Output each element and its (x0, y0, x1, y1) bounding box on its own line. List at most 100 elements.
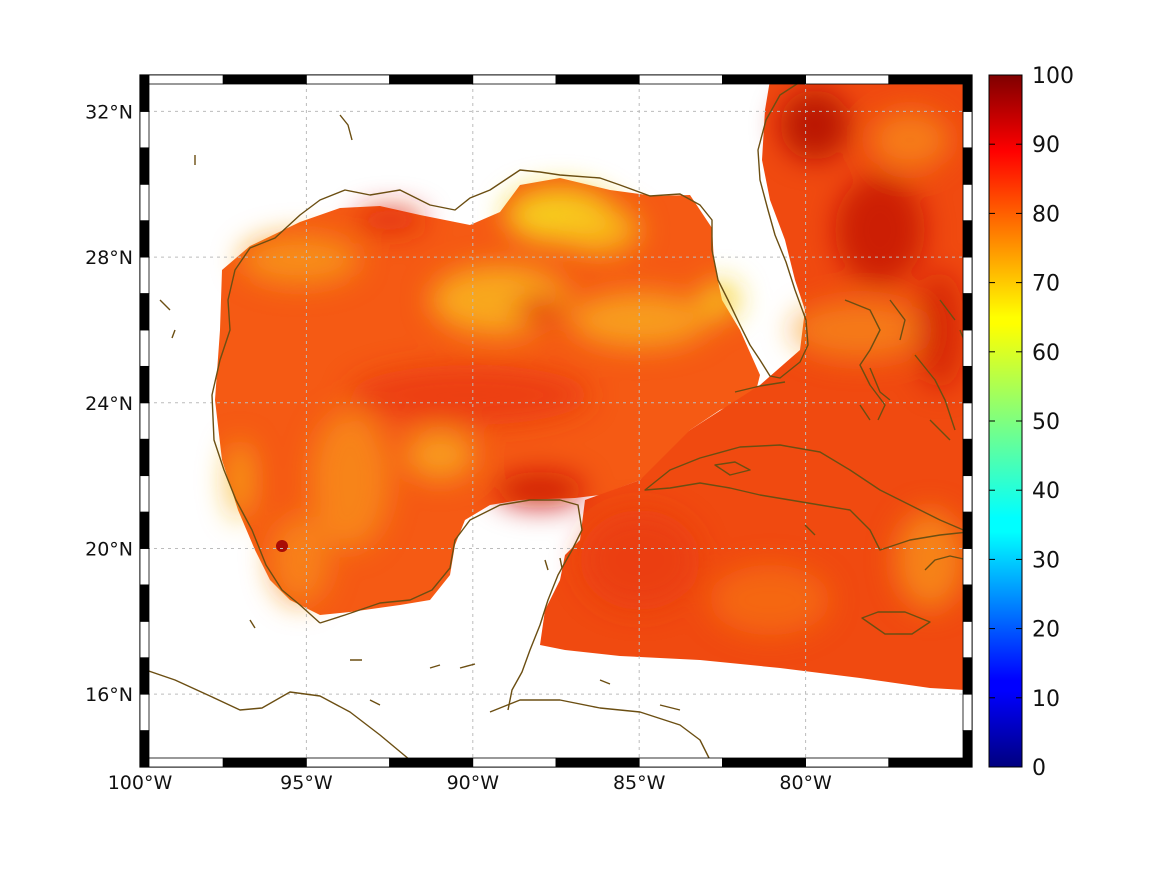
frame-left-seg (139, 657, 150, 695)
frame-left-seg (139, 74, 150, 112)
frame-right-seg (962, 365, 973, 404)
x-tick-label-2: 90°W (447, 772, 500, 794)
frame-left-seg (139, 293, 150, 331)
colorbar-tick-label-9: 90 (1032, 133, 1060, 158)
frame-right-seg (962, 584, 973, 622)
frame-top-seg (139, 74, 224, 85)
frame-right-seg (962, 147, 973, 185)
coastline-isla-juventud (714, 461, 751, 476)
frame-bottom-seg (555, 757, 640, 768)
field-variations (226, 90, 965, 635)
frame-bottom-seg (722, 757, 807, 768)
frame-bottom-seg (888, 757, 973, 768)
frame-right-seg (962, 220, 973, 258)
frame-right-seg (962, 74, 973, 112)
x-tick-label-4: 80°W (779, 772, 832, 794)
map-frame (139, 74, 973, 768)
frame-left-seg (139, 730, 150, 768)
x-tick-label-1: 95°W (280, 772, 333, 794)
frame-left-seg (139, 402, 150, 440)
frame-top-seg (389, 74, 474, 85)
y-tick-label-0: 16°N (85, 684, 133, 706)
frame-left-seg (139, 620, 150, 659)
colorbar-tick-label-2: 20 (1032, 618, 1060, 643)
frame-right-seg (962, 438, 973, 477)
colorbar: 0 10 20 30 40 50 60 70 80 90 100 (988, 64, 1074, 781)
colorbar-tick-label-8: 80 (1032, 202, 1060, 227)
colorbar-tick-label-6: 60 (1032, 341, 1060, 366)
frame-left-seg (139, 438, 150, 477)
coastline-yucatan (319, 499, 583, 711)
y-tick-label-2: 24°N (85, 393, 133, 415)
frame-left-seg (139, 511, 150, 549)
coastline-cuba (644, 444, 969, 551)
frame-top-seg (638, 74, 723, 85)
graticule (140, 75, 972, 767)
frame-top-seg (805, 74, 890, 85)
frame-right-seg (962, 111, 973, 149)
data-field (215, 80, 965, 690)
frame-left-seg (139, 693, 150, 731)
frame-right-seg (962, 620, 973, 659)
coastline-gulf (211, 75, 816, 624)
colorbar-tick-label-4: 40 (1032, 479, 1060, 504)
y-tick-label-1: 20°N (85, 538, 133, 560)
frame-right-seg (962, 329, 973, 367)
frame-bottom-seg (305, 757, 390, 768)
frame-right-seg (962, 402, 973, 440)
frame-top-seg (222, 74, 307, 85)
frame-top-seg (888, 74, 973, 85)
frame-top-seg (472, 74, 557, 85)
frame-right-seg (962, 256, 973, 294)
colorbar-tick-label-10: 100 (1032, 64, 1074, 89)
coastline-honduras (489, 699, 711, 761)
coastline-florida-keys (734, 381, 786, 393)
colorbar-tick-label-1: 10 (1032, 687, 1060, 712)
frame-left-seg (139, 111, 150, 149)
frame-left-seg (139, 584, 150, 622)
frame-left-seg (139, 548, 150, 586)
x-tick-label-3: 85°W (613, 772, 666, 794)
field-hotspot (276, 540, 288, 552)
frame-left-seg (139, 147, 150, 185)
frame-top-seg (305, 74, 390, 85)
x-axis-labels: 100°W 95°W 90°W 85°W 80°W (108, 772, 832, 794)
frame-left-seg (139, 365, 150, 404)
frame-right-seg (962, 548, 973, 586)
frame-left-seg (139, 256, 150, 294)
y-tick-label-4: 32°N (85, 101, 133, 123)
frame-bottom-seg (389, 757, 474, 768)
frame-left-seg (139, 183, 150, 222)
frame-right-seg (962, 475, 973, 513)
frame-bottom-seg (638, 757, 723, 768)
colorbar-tick-label-3: 30 (1032, 548, 1060, 573)
frame-bottom-seg (472, 757, 557, 768)
frame-top-seg (722, 74, 807, 85)
frame-left-seg (139, 329, 150, 367)
colorbar-tick-label-7: 70 (1032, 272, 1060, 297)
frame-top-seg (555, 74, 640, 85)
coastline-hispaniola (924, 555, 969, 571)
coastlines (140, 75, 969, 767)
frame-bottom-seg (139, 757, 224, 768)
frame-right-seg (962, 183, 973, 222)
coastline-central-america (140, 667, 421, 767)
colorbar-tick-label-5: 50 (1032, 410, 1060, 435)
coastline-islands (159, 114, 816, 711)
colorbar-ticks: 0 10 20 30 40 50 60 70 80 90 100 (989, 64, 1074, 781)
frame-right-seg (962, 693, 973, 731)
frame-right-seg (962, 730, 973, 768)
x-tick-label-0: 100°W (108, 772, 173, 794)
colorbar-tick-label-0: 0 (1032, 756, 1046, 781)
frame-left-seg (139, 220, 150, 258)
frame-left-seg (139, 475, 150, 513)
y-tick-label-3: 28°N (85, 247, 133, 269)
frame-right-seg (962, 293, 973, 331)
coastline-jamaica (861, 611, 931, 635)
frame-right-seg (962, 511, 973, 549)
y-axis-labels: 16°N 20°N 24°N 28°N 32°N (85, 101, 133, 706)
frame-right-seg (962, 657, 973, 695)
frame-bottom-seg (222, 757, 307, 768)
frame-bottom-seg (805, 757, 890, 768)
